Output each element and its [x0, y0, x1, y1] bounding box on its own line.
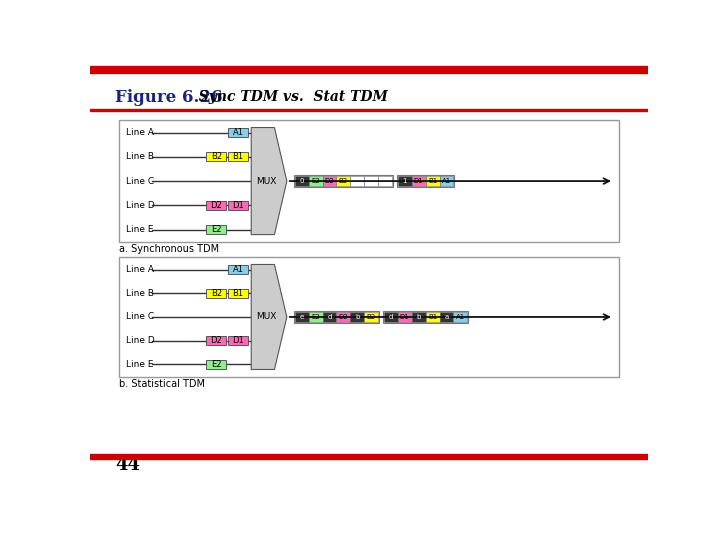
Text: E2: E2	[311, 178, 320, 184]
Text: B1: B1	[428, 314, 437, 320]
Bar	[397, 312, 412, 322]
Text: Line D: Line D	[126, 336, 154, 345]
Text: 0: 0	[300, 178, 304, 184]
Bar	[206, 152, 226, 161]
Bar	[120, 257, 618, 377]
Text: e: e	[300, 314, 304, 320]
Text: Line C: Line C	[126, 313, 154, 321]
Text: D1: D1	[232, 201, 244, 210]
Bar	[309, 312, 323, 322]
Text: D2: D2	[325, 178, 334, 184]
Bar	[228, 201, 248, 210]
Bar	[323, 312, 336, 322]
Bar	[206, 289, 226, 298]
Bar	[364, 312, 378, 322]
Bar	[206, 201, 226, 210]
Text: MUX: MUX	[256, 177, 277, 186]
Bar	[384, 312, 397, 322]
Text: a. Synchronous TDM: a. Synchronous TDM	[120, 244, 220, 254]
Text: Line D: Line D	[126, 201, 154, 210]
Bar	[378, 176, 392, 186]
Bar	[426, 176, 439, 186]
Bar	[120, 120, 618, 242]
Polygon shape	[251, 265, 287, 369]
Bar	[206, 225, 226, 234]
Bar	[228, 336, 248, 345]
Bar	[397, 176, 454, 187]
Text: Line A: Line A	[126, 265, 153, 274]
Bar	[412, 312, 426, 322]
Bar	[228, 289, 248, 298]
Text: E2: E2	[211, 360, 222, 369]
Text: D1: D1	[232, 336, 244, 345]
Text: A1: A1	[233, 265, 243, 274]
Bar	[90, 66, 648, 72]
Text: B2: B2	[211, 152, 222, 161]
Text: Line E: Line E	[126, 225, 153, 234]
Text: A1: A1	[442, 178, 451, 184]
Bar	[412, 176, 426, 186]
Text: D2: D2	[210, 201, 222, 210]
Bar	[294, 311, 379, 323]
Text: b. Statistical TDM: b. Statistical TDM	[120, 379, 205, 389]
Bar	[228, 265, 248, 274]
Text: 44: 44	[114, 456, 140, 474]
Bar	[336, 312, 351, 322]
Text: B2: B2	[211, 289, 222, 298]
Text: d: d	[328, 314, 332, 320]
Text: Line B: Line B	[126, 152, 153, 161]
Bar	[206, 360, 226, 369]
Text: Line E: Line E	[126, 360, 153, 369]
Text: MUX: MUX	[256, 313, 277, 321]
Bar	[323, 176, 336, 186]
Text: B1: B1	[233, 152, 243, 161]
Text: B1: B1	[428, 178, 437, 184]
Text: D2: D2	[210, 336, 222, 345]
Text: b: b	[416, 314, 420, 320]
Text: B1: B1	[233, 289, 243, 298]
Bar	[351, 176, 364, 186]
Bar	[228, 128, 248, 137]
Text: D2: D2	[338, 314, 348, 320]
Bar	[383, 311, 468, 323]
Bar	[439, 312, 454, 322]
Bar	[439, 176, 454, 186]
Bar	[351, 312, 364, 322]
Text: Figure 6.26: Figure 6.26	[114, 89, 222, 106]
Bar	[454, 312, 467, 322]
Text: Line C: Line C	[126, 177, 154, 186]
Text: Line A: Line A	[126, 128, 153, 137]
Bar	[228, 152, 248, 161]
Text: D1: D1	[400, 314, 410, 320]
Bar	[397, 176, 412, 186]
Text: Line B: Line B	[126, 289, 153, 298]
Text: 1: 1	[402, 178, 407, 184]
Text: A1: A1	[456, 314, 465, 320]
Bar	[294, 312, 309, 322]
Text: b: b	[355, 314, 359, 320]
Text: a: a	[444, 314, 449, 320]
Bar	[90, 455, 648, 459]
Text: d: d	[389, 314, 393, 320]
Bar	[294, 176, 309, 186]
Bar	[364, 176, 378, 186]
Text: D1: D1	[414, 178, 423, 184]
Bar	[426, 312, 439, 322]
Text: A1: A1	[233, 128, 243, 137]
Bar	[206, 336, 226, 345]
Text: E2: E2	[311, 314, 320, 320]
Bar	[336, 176, 351, 186]
Bar	[294, 176, 393, 187]
Text: B2: B2	[339, 178, 348, 184]
Bar	[309, 176, 323, 186]
Polygon shape	[251, 127, 287, 234]
Text: Sync TDM vs.  Stat TDM: Sync TDM vs. Stat TDM	[189, 90, 388, 104]
Bar	[90, 109, 648, 111]
Text: E2: E2	[211, 225, 222, 234]
Text: B2: B2	[366, 314, 376, 320]
